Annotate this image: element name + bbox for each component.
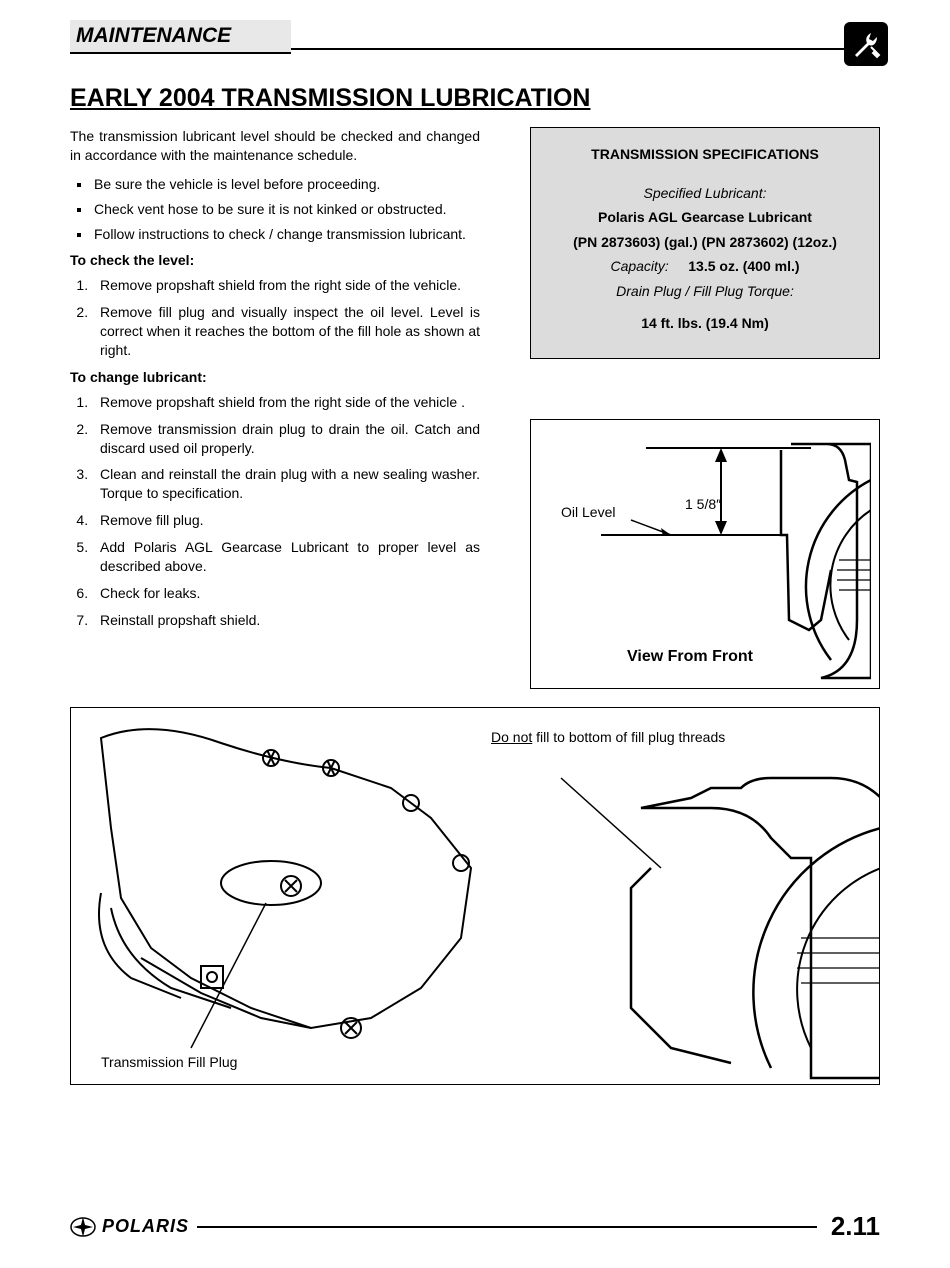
change-steps: Remove propshaft shield from the right s… (92, 393, 480, 630)
header-bar: MAINTENANCE (70, 20, 880, 54)
measure-label: 1 5/8″ (685, 496, 721, 512)
check-steps: Remove propshaft shield from the right s… (92, 276, 480, 360)
oil-level-diagram: Oil Level 1 5/8″ View From Front (530, 419, 880, 689)
bullet-list: Be sure the vehicle is level before proc… (92, 175, 480, 244)
spec-lubricant-label: Specified Lubricant: (547, 181, 863, 206)
change-step: Reinstall propshaft shield. (92, 611, 480, 630)
change-step: Check for leaks. (92, 584, 480, 603)
change-step: Remove fill plug. (92, 511, 480, 530)
spec-capacity-label: Capacity: (610, 258, 668, 274)
note-underlined: Do not (491, 729, 532, 745)
spec-lubricant-name: Polaris AGL Gearcase Lubricant (547, 205, 863, 230)
intro-paragraph: The transmission lubricant level should … (70, 127, 480, 165)
left-column: The transmission lubricant level should … (70, 127, 480, 689)
change-step: Remove transmission drain plug to drain … (92, 420, 480, 458)
bullet-item: Follow instructions to check / change tr… (92, 225, 480, 244)
brand-star-icon (70, 1214, 96, 1240)
oil-level-label: Oil Level (561, 504, 615, 520)
change-step: Clean and reinstall the drain plug with … (92, 465, 480, 503)
transmission-diagram: Do not fill to bottom of fill plug threa… (70, 707, 880, 1085)
spec-torque-value: 14 ft. lbs. (19.4 Nm) (547, 311, 863, 336)
spec-lubricant-pn: (PN 2873603) (gal.) (PN 2873602) (12oz.) (547, 230, 863, 255)
check-heading: To check the level: (70, 251, 480, 270)
bullet-item: Be sure the vehicle is level before proc… (92, 175, 480, 194)
view-label: View From Front (627, 648, 753, 666)
page-title: EARLY 2004 TRANSMISSION LUBRICATION (70, 84, 880, 113)
spec-capacity-value: 13.5 oz. (400 ml.) (688, 258, 799, 274)
spec-title: TRANSMISSION SPECIFICATIONS (547, 142, 863, 167)
spec-box: TRANSMISSION SPECIFICATIONS Specified Lu… (530, 127, 880, 359)
brand-text: POLARIS (102, 1216, 189, 1237)
check-step: Remove propshaft shield from the right s… (92, 276, 480, 295)
fill-plug-label: Transmission Fill Plug (101, 1054, 237, 1070)
check-step: Remove fill plug and visually inspect th… (92, 303, 480, 360)
header-rule (291, 48, 880, 50)
page-number: 2.11 (831, 1211, 880, 1242)
footer: POLARIS 2.11 (70, 1211, 880, 1242)
wrench-icon (844, 22, 888, 66)
brand-logo: POLARIS (70, 1214, 189, 1240)
right-column: TRANSMISSION SPECIFICATIONS Specified Lu… (530, 127, 880, 689)
transmission-svg (71, 708, 880, 1085)
section-title: MAINTENANCE (70, 20, 291, 54)
note-rest: fill to bottom of fill plug threads (532, 729, 725, 745)
footer-rule (197, 1226, 817, 1228)
bullet-item: Check vent hose to be sure it is not kin… (92, 200, 480, 219)
do-not-fill-note: Do not fill to bottom of fill plug threa… (491, 728, 725, 747)
spec-torque-label: Drain Plug / Fill Plug Torque: (547, 279, 863, 304)
change-heading: To change lubricant: (70, 368, 480, 387)
content-columns: The transmission lubricant level should … (70, 127, 880, 689)
change-step: Add Polaris AGL Gearcase Lubricant to pr… (92, 538, 480, 576)
change-step: Remove propshaft shield from the right s… (92, 393, 480, 412)
